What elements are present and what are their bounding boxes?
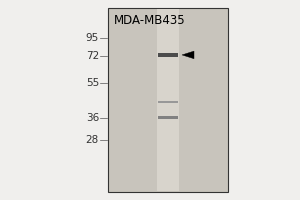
Bar xyxy=(157,9,179,191)
Bar xyxy=(158,116,178,119)
Text: 95: 95 xyxy=(86,33,99,43)
Text: 72: 72 xyxy=(86,51,99,61)
Bar xyxy=(108,8,228,192)
Bar xyxy=(158,101,178,103)
Bar xyxy=(158,53,178,57)
Text: 36: 36 xyxy=(86,113,99,123)
Text: 28: 28 xyxy=(86,135,99,145)
Text: MDA-MB435: MDA-MB435 xyxy=(114,14,186,27)
Polygon shape xyxy=(182,51,194,59)
Text: 55: 55 xyxy=(86,78,99,88)
